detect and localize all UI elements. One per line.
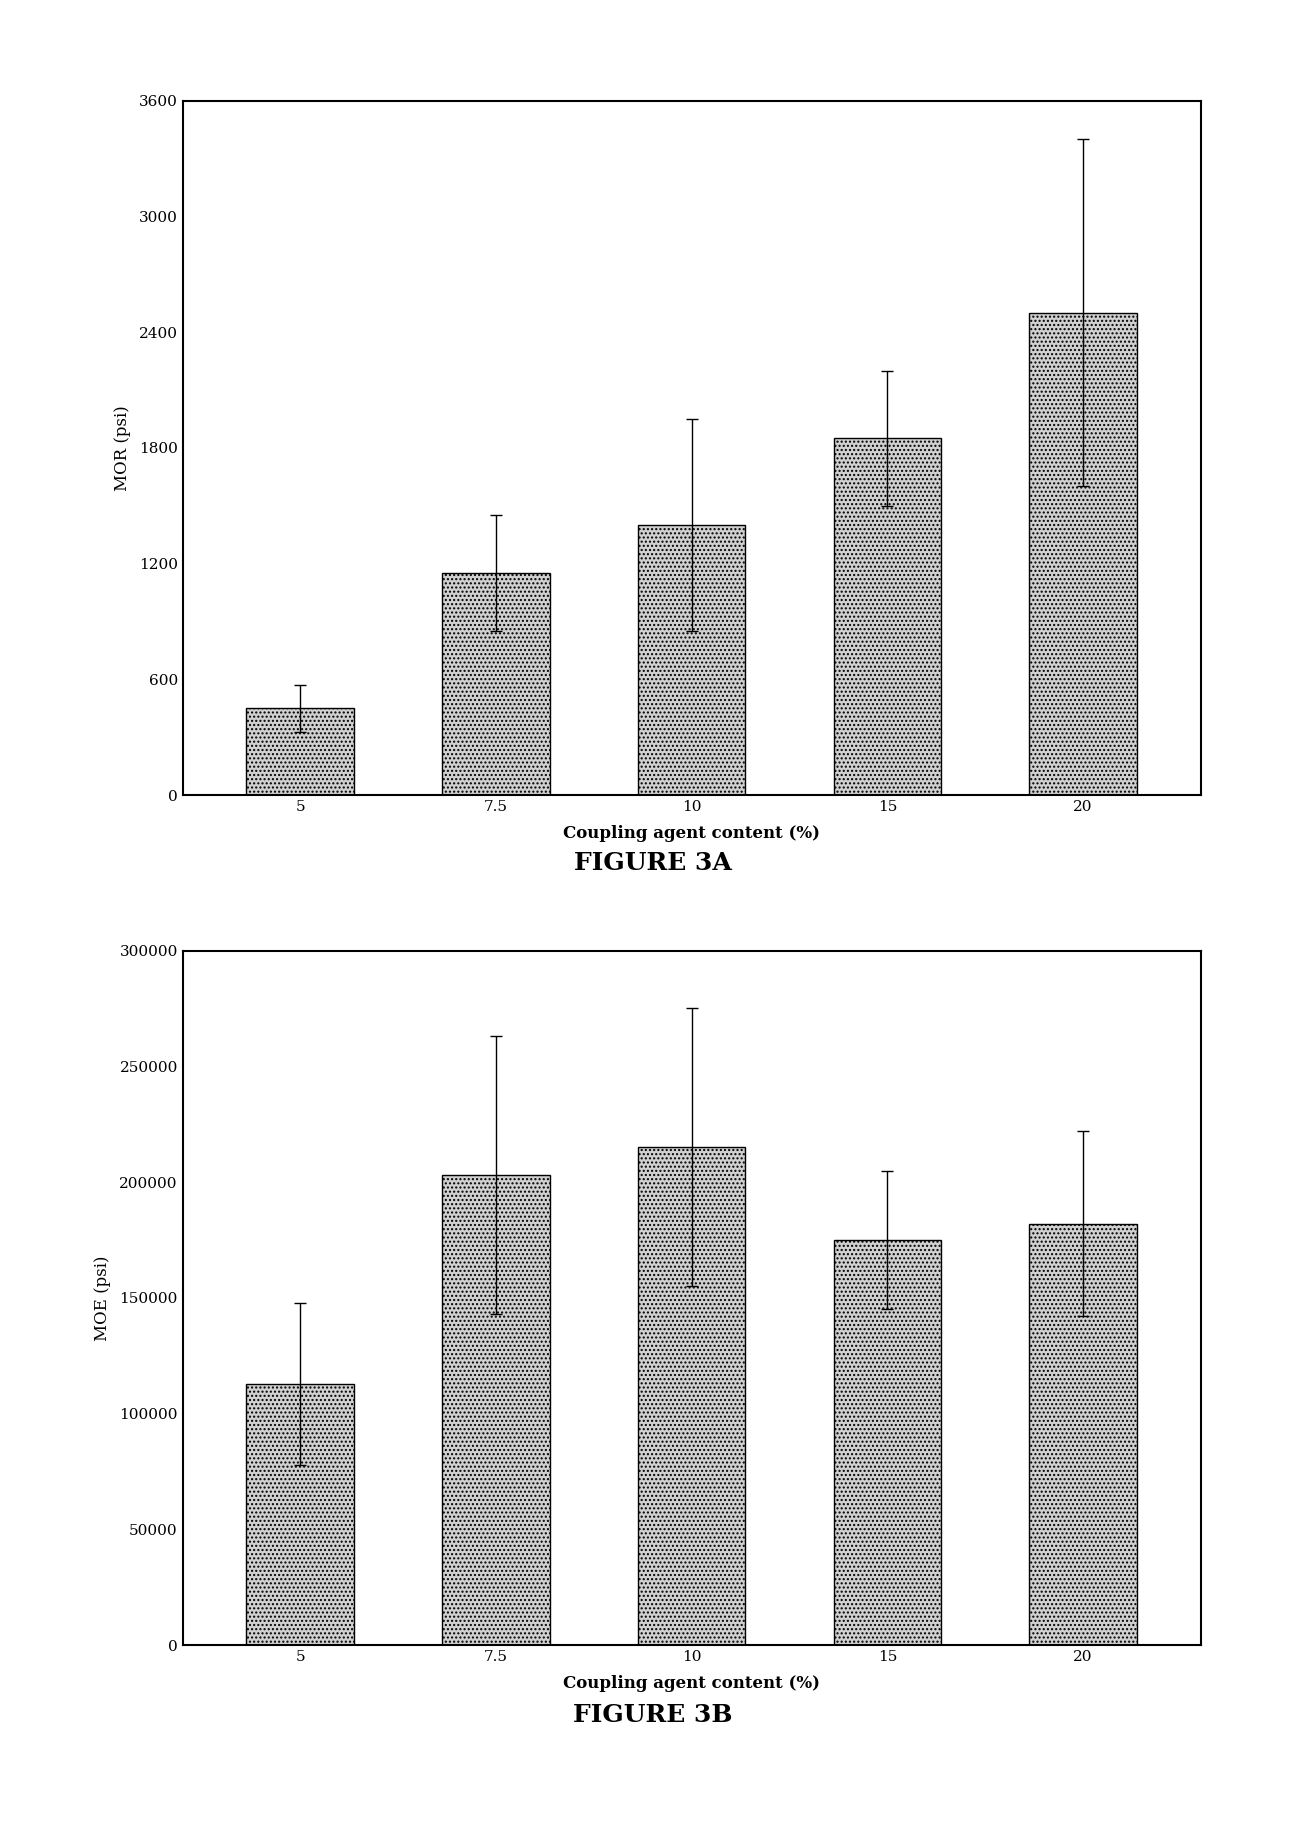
Bar [442,1175,549,1645]
Bar [442,574,549,795]
Bar [834,1239,941,1645]
Bar [247,1384,354,1645]
Bar [638,1148,745,1645]
X-axis label: Coupling agent content (%): Coupling agent content (%) [564,824,820,843]
Bar [247,709,354,795]
Bar [834,439,941,795]
Text: FIGURE 3B: FIGURE 3B [573,1702,732,1727]
Bar [1030,313,1137,795]
Y-axis label: MOR (psi): MOR (psi) [114,406,130,490]
Text: FIGURE 3A: FIGURE 3A [574,850,731,876]
X-axis label: Coupling agent content (%): Coupling agent content (%) [564,1674,820,1693]
Bar [1030,1223,1137,1645]
Y-axis label: MOE (psi): MOE (psi) [94,1256,111,1340]
Bar [638,525,745,795]
